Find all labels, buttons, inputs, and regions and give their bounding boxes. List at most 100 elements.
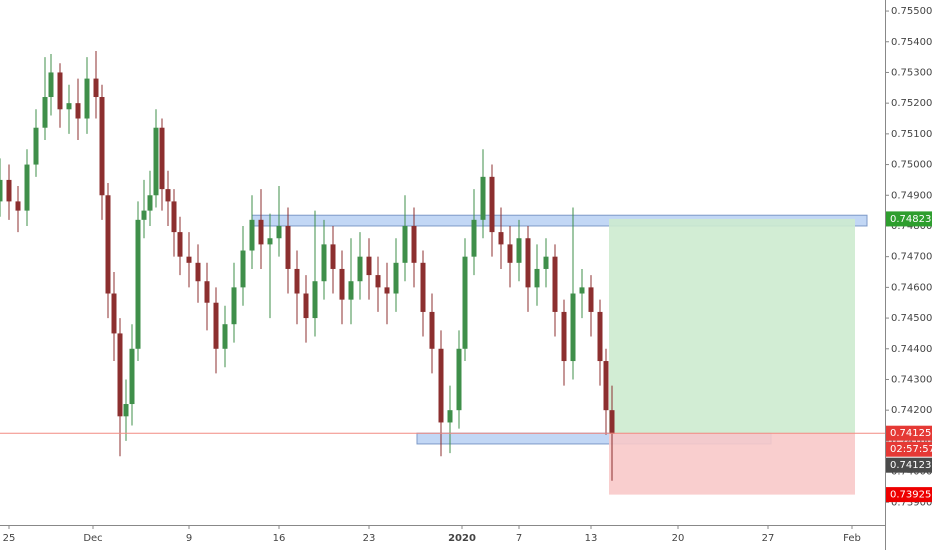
candle-body bbox=[42, 97, 48, 128]
candle-body bbox=[153, 127, 159, 196]
zone bbox=[609, 433, 855, 495]
candle-body bbox=[321, 244, 327, 282]
candle-body bbox=[141, 210, 147, 220]
candle-body bbox=[411, 225, 417, 263]
candle-body bbox=[267, 238, 273, 245]
candle-body bbox=[597, 311, 603, 362]
y-tick-label: 0.75400 bbox=[891, 37, 932, 48]
candle-body bbox=[204, 281, 210, 303]
y-tick-label: 0.75200 bbox=[891, 98, 932, 109]
x-tick-label: 7 bbox=[516, 533, 522, 544]
candle-body bbox=[609, 410, 615, 434]
candle-body bbox=[117, 333, 123, 417]
candle-body bbox=[507, 244, 513, 263]
price-label: 0.74823 bbox=[890, 214, 931, 225]
candle-body bbox=[177, 232, 183, 257]
y-tick-label: 0.75100 bbox=[891, 129, 932, 140]
candle-body bbox=[393, 262, 399, 294]
zone bbox=[609, 218, 855, 434]
candle-body bbox=[195, 262, 201, 282]
candle-body bbox=[0, 179, 3, 202]
candle-body bbox=[561, 311, 567, 362]
candle-body bbox=[213, 302, 219, 349]
candle-body bbox=[249, 219, 255, 251]
candle-body bbox=[429, 311, 435, 349]
candle-body bbox=[375, 275, 381, 288]
candle-body bbox=[447, 410, 453, 423]
candle-body bbox=[123, 404, 129, 417]
candle-body bbox=[159, 127, 165, 190]
y-tick-label: 0.74300 bbox=[891, 374, 932, 385]
candle-body bbox=[147, 195, 153, 211]
x-tick-label: 2020 bbox=[448, 533, 476, 544]
candle-body bbox=[285, 225, 291, 269]
price-label: 0.74123 bbox=[890, 460, 931, 471]
countdown-box bbox=[886, 441, 932, 457]
candle-body bbox=[603, 361, 609, 411]
candle-body bbox=[384, 287, 390, 294]
x-tick-label: 23 bbox=[363, 533, 376, 544]
y-tick-label: 0.74200 bbox=[891, 405, 932, 416]
candle-body bbox=[366, 256, 372, 276]
y-tick-label: 0.73900 bbox=[891, 497, 932, 508]
candle-body bbox=[525, 238, 531, 288]
candle-body bbox=[579, 287, 585, 294]
candle-body bbox=[15, 201, 21, 211]
candle-body bbox=[93, 78, 99, 98]
candle-body bbox=[135, 219, 141, 349]
y-tick-label: 0.75500 bbox=[891, 6, 932, 17]
x-tick-label: Feb bbox=[843, 533, 861, 544]
candle-body bbox=[303, 293, 309, 319]
candle-body bbox=[339, 268, 345, 300]
candle-body bbox=[240, 250, 246, 288]
candle-body bbox=[543, 256, 549, 269]
x-tick-label: 9 bbox=[186, 533, 192, 544]
candle-body bbox=[48, 72, 54, 98]
candle-body bbox=[258, 219, 264, 245]
candle-body bbox=[498, 232, 504, 245]
y-tick-label: 0.74100 bbox=[891, 436, 932, 447]
candle-body bbox=[357, 256, 363, 282]
y-tick-label: 0.75300 bbox=[891, 67, 932, 78]
price-label-box bbox=[886, 211, 932, 227]
candle-body bbox=[222, 324, 228, 349]
x-tick-label: 25 bbox=[3, 533, 16, 544]
price-label-box bbox=[886, 425, 932, 441]
candle-body bbox=[6, 179, 12, 202]
x-tick-label: 13 bbox=[585, 533, 598, 544]
candle-body bbox=[348, 281, 354, 300]
price-label: 0.74125 bbox=[890, 428, 931, 439]
candle-body bbox=[276, 225, 282, 239]
candle-body bbox=[57, 72, 63, 110]
candle-body bbox=[186, 256, 192, 263]
candle-body bbox=[570, 293, 576, 362]
candle-body bbox=[462, 256, 468, 349]
candle-body bbox=[171, 201, 177, 233]
y-tick-label: 0.74900 bbox=[891, 190, 932, 201]
candle-body bbox=[165, 189, 171, 202]
candle-body bbox=[480, 176, 486, 220]
price-label-box bbox=[886, 487, 932, 503]
candle-body bbox=[330, 244, 336, 269]
candle-body bbox=[471, 219, 477, 257]
y-tick-label: 0.74500 bbox=[891, 313, 932, 324]
candle-body bbox=[99, 97, 105, 196]
price-label: 0.73925 bbox=[890, 490, 931, 501]
candle-body bbox=[438, 348, 444, 423]
candle-body bbox=[129, 348, 135, 405]
x-tick-label: 16 bbox=[273, 533, 286, 544]
candle-body bbox=[231, 287, 237, 325]
y-tick-label: 0.74600 bbox=[891, 282, 932, 293]
candle-body bbox=[489, 176, 495, 233]
candle-body bbox=[84, 78, 90, 119]
candle-body bbox=[588, 287, 594, 312]
y-tick-label: 0.74800 bbox=[891, 221, 932, 232]
x-tick-label: 20 bbox=[672, 533, 685, 544]
candle-body bbox=[312, 281, 318, 319]
x-tick-label: 27 bbox=[762, 533, 775, 544]
candle-body bbox=[534, 268, 540, 288]
candle-body bbox=[456, 348, 462, 411]
candle-body bbox=[420, 262, 426, 312]
candle-body bbox=[516, 238, 522, 263]
